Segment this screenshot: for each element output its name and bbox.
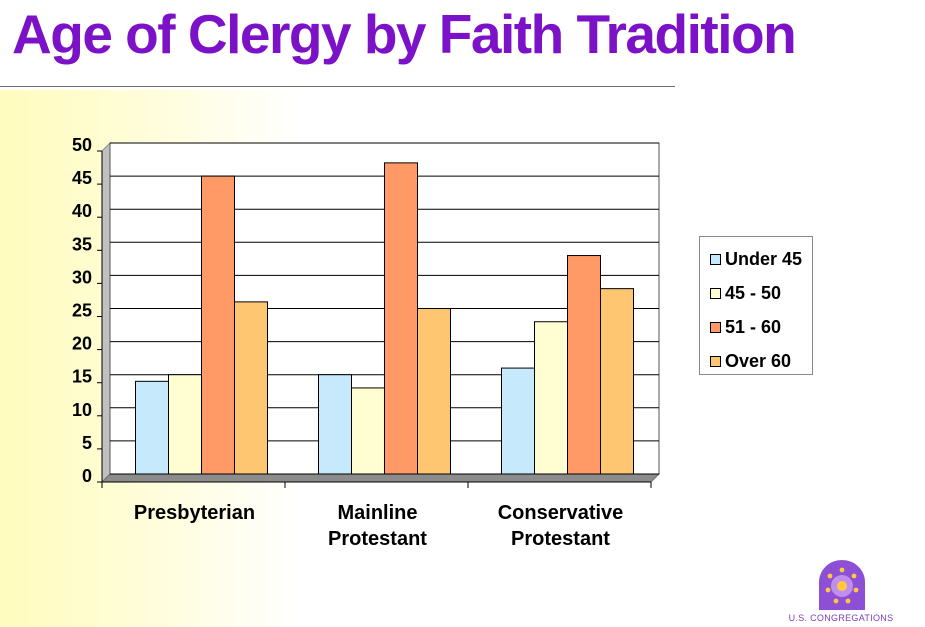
bar <box>351 387 385 475</box>
bar <box>567 255 601 475</box>
legend-swatch <box>710 355 721 367</box>
logo-text: U.S. CONGREGATIONS <box>788 613 894 623</box>
x-tick-label: Conservative Protestant <box>498 502 624 550</box>
y-tick-label: 15 <box>72 367 92 387</box>
legend-item: 45 - 50 <box>710 276 812 310</box>
legend-swatch <box>710 253 721 265</box>
y-tick-label: 10 <box>72 400 92 420</box>
legend-swatch <box>710 321 721 333</box>
legend-label: Under 45 <box>725 248 803 269</box>
y-tick-label: 40 <box>72 201 92 221</box>
bar <box>534 321 568 475</box>
y-tick-label: 35 <box>72 234 92 254</box>
bar <box>417 308 451 475</box>
bar <box>234 301 268 475</box>
logo-icon <box>819 560 865 610</box>
legend-item: 51 - 60 <box>710 310 812 344</box>
bar <box>318 374 352 475</box>
slide-title: Age of Clergy by Faith Tradition <box>12 3 797 65</box>
bar <box>168 374 202 475</box>
legend-swatch <box>710 287 721 299</box>
legend-item: Over 60 <box>710 344 812 378</box>
us-congregations-logo: U.S. CONGREGATIONS <box>786 560 896 627</box>
y-tick-label: 45 <box>72 168 92 188</box>
y-tick-label: 5 <box>82 433 92 453</box>
legend-item: Under 45 <box>710 242 812 276</box>
bar <box>501 367 535 475</box>
x-tick-label: Presbyterian <box>134 502 255 524</box>
title-divider <box>0 86 675 87</box>
x-tick-label: Mainline Protestant <box>328 502 427 550</box>
legend-label: Over 60 <box>725 350 792 371</box>
y-tick-label: 20 <box>72 334 92 354</box>
plot-floor <box>100 473 661 483</box>
legend-label: 45 - 50 <box>725 282 782 303</box>
chart-legend: Under 45 45 - 50 51 - 60 Over 60 <box>699 236 813 375</box>
y-tick-label: 0 <box>82 466 92 486</box>
bar <box>384 162 418 475</box>
bar <box>135 380 169 475</box>
y-tick-label: 25 <box>72 301 92 321</box>
legend-label: 51 - 60 <box>725 316 782 337</box>
y-tick-label: 50 <box>72 135 92 155</box>
y-tick-label: 30 <box>72 267 92 287</box>
bar <box>600 288 634 475</box>
bar <box>201 175 235 475</box>
plot-side-wall <box>101 141 111 484</box>
